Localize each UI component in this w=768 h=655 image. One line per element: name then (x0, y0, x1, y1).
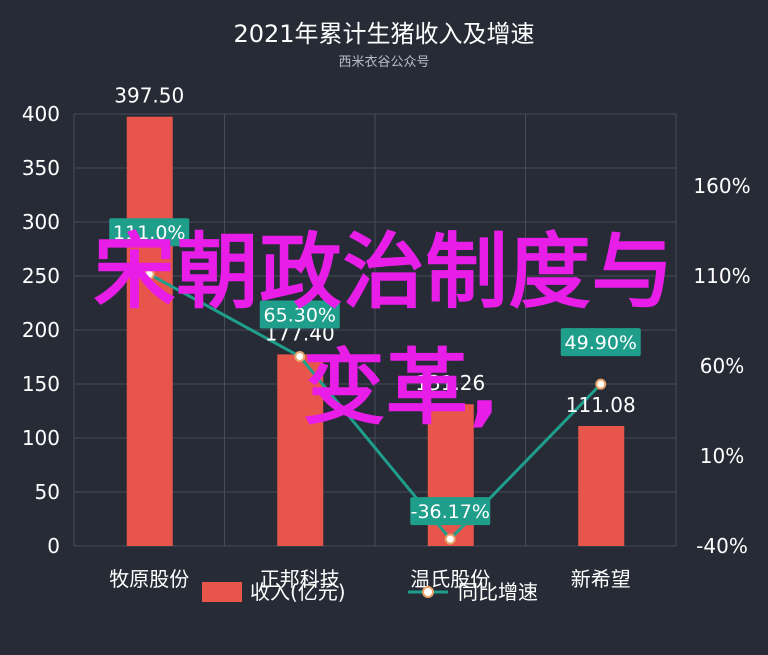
bar-value-label: 111.08 (566, 393, 636, 417)
chart-title: 2021年累计生猪收入及增速 (233, 20, 534, 48)
y-left-tick-label: 200 (22, 318, 60, 342)
y-right-tick-label: 10% (700, 444, 744, 468)
line-value-label-box (109, 218, 190, 247)
line-value-label-box (410, 497, 491, 526)
x-tick-label: 牧原股份 (109, 567, 189, 591)
line-value-label: 49.90% (565, 332, 637, 354)
y-left-tick-label: 100 (22, 426, 60, 450)
bar-value-label: 131.26 (415, 371, 485, 395)
axis-layer: 0 50 100 150 200 250 300 350 400 -40% 10% 60% 110% 16… (22, 102, 751, 591)
line-value-label: 111.0% (113, 222, 185, 244)
y-left-tick-label: 350 (22, 156, 60, 180)
line-series (148, 272, 602, 542)
x-tick-label: 正邦科技 (260, 567, 340, 591)
y-right-tick-label: 160% (693, 174, 750, 198)
bar-value-label: 397.50 (114, 84, 184, 108)
legend-line-label: 同比增速 (458, 580, 538, 604)
y-left-tick-label: 400 (22, 102, 60, 126)
legend-bar-label: 收入(亿元) (250, 580, 346, 604)
y-left-tick-label: 0 (47, 534, 60, 558)
x-tick-label: 新希望 (571, 567, 631, 591)
bar (578, 426, 625, 546)
line-point (444, 533, 456, 545)
line-value-label: 65.30% (264, 304, 336, 326)
line-value-label-box (259, 300, 340, 329)
legend-bar-swatch (202, 582, 242, 602)
bar (277, 354, 324, 546)
line-point (595, 378, 607, 390)
bar (126, 116, 173, 546)
y-right-tick-label: 110% (693, 264, 750, 288)
y-left-tick-label: 150 (22, 372, 60, 396)
line-value-label: -36.17% (411, 501, 490, 523)
line-point (143, 268, 155, 280)
y-right-tick-label: -40% (696, 534, 748, 558)
y-left-tick-label: 250 (22, 264, 60, 288)
legend-line-marker (422, 586, 434, 598)
legend: 收入(亿元) 同比增速 (202, 580, 538, 604)
chart-subtitle: 西米衣谷公众号 (338, 54, 429, 70)
y-left-tick-label: 50 (35, 480, 60, 504)
y-left-tick-label: 300 (22, 210, 60, 234)
grid-layer (73, 113, 677, 547)
line-layer (143, 268, 607, 545)
label-layer: 397.50177.40131.26111.08111.0%65.30%-36.… (109, 84, 641, 526)
x-tick-label: 温氏股份 (410, 567, 490, 591)
line-point (294, 350, 306, 362)
line-value-label-box (560, 328, 641, 357)
y-right-tick-label: 60% (700, 354, 744, 378)
